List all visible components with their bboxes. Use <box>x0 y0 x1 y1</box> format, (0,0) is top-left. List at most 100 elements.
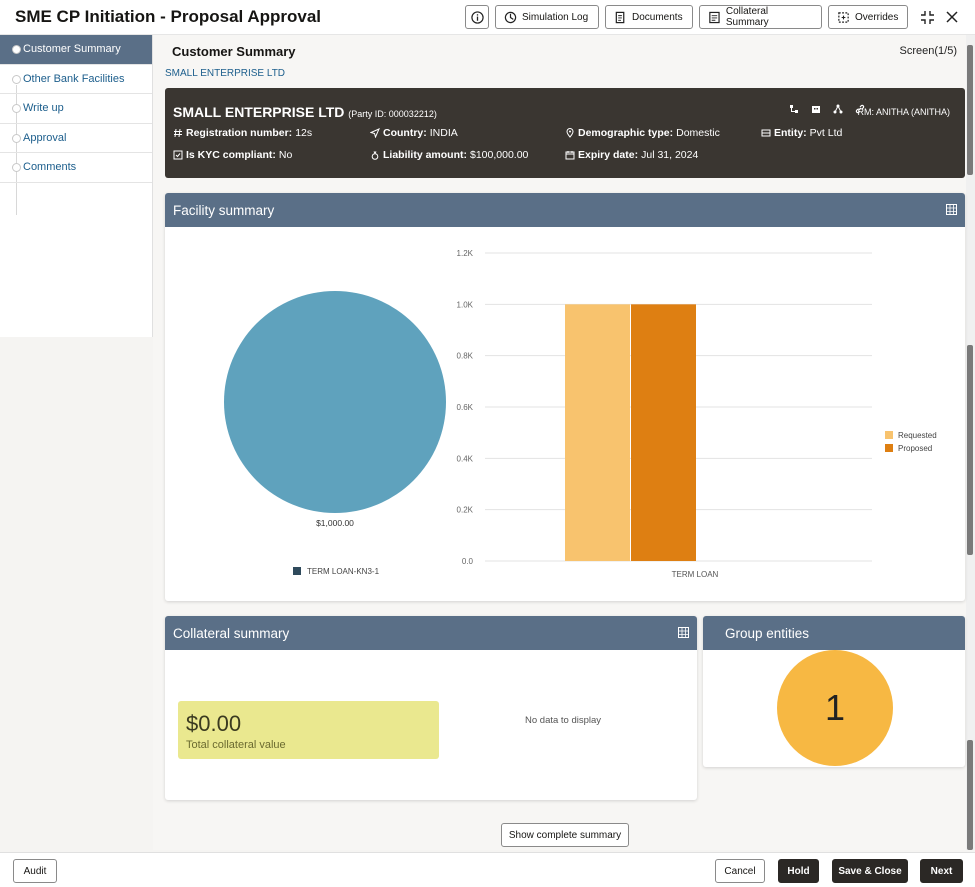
legend-label-requested: Requested <box>898 431 937 440</box>
info-icon <box>470 10 484 24</box>
collateral-icon <box>709 11 720 23</box>
calendar-icon <box>565 151 575 160</box>
expand-icon <box>920 10 934 24</box>
legend-label-proposed: Proposed <box>898 444 932 453</box>
overrides-button[interactable]: Overrides <box>828 5 908 29</box>
page-heading: SME CP Initiation - Proposal Approval <box>15 7 322 26</box>
legend-swatch-requested <box>885 431 893 439</box>
y-tick-label: 0.8K <box>457 352 474 361</box>
sidebar-item-customer-summary[interactable]: Customer Summary <box>0 35 152 65</box>
pie-legend-swatch <box>293 567 301 575</box>
bar-proposed-term-loan[interactable] <box>631 304 696 561</box>
party-name: SMALL ENTERPRISE LTD (Party ID: 00003221… <box>173 104 437 120</box>
country-field: Country: INDIA <box>370 127 458 139</box>
sidebar-item-label: Approval <box>23 131 67 144</box>
expiry-value: Jul 31, 2024 <box>641 149 699 161</box>
info-button[interactable] <box>465 5 489 29</box>
money-bag-icon <box>371 151 379 160</box>
bar-chart-y-ticks: 0.0 0.2K 0.4K 0.6K 0.8K 1.0K 1.2K <box>457 249 474 566</box>
party-actions <box>789 104 865 114</box>
app-header: SME CP Initiation - Proposal Approval Si… <box>0 0 975 35</box>
documents-button[interactable]: Documents <box>605 5 693 29</box>
party-name-text: SMALL ENTERPRISE LTD <box>173 104 345 120</box>
save-close-button[interactable]: Save & Close <box>832 859 908 883</box>
bar-requested-term-loan[interactable] <box>565 304 630 561</box>
table-view-icon[interactable] <box>946 204 957 215</box>
sidebar-item-label: Other Bank Facilities <box>23 72 125 85</box>
liability-field: Liability amount: $100,000.00 <box>370 149 528 161</box>
hierarchy-icon[interactable] <box>789 104 799 114</box>
party-card: SMALL ENTERPRISE LTD (Party ID: 00003221… <box>165 88 965 178</box>
sidebar-timeline <box>16 85 17 215</box>
entity-label: Entity: <box>774 127 807 139</box>
screen-indicator: Screen(1/5) <box>899 45 957 57</box>
step-dot <box>12 74 21 84</box>
documents-label: Documents <box>632 11 683 23</box>
facility-summary-title: Facility summary <box>173 202 275 218</box>
step-dot <box>12 163 21 172</box>
sidebar-item-approval[interactable]: Approval <box>0 124 152 153</box>
collateral-summary-label: Collateral Summary <box>725 6 769 28</box>
hold-button[interactable]: Hold <box>778 859 819 883</box>
entity-value: Pvt Ltd <box>809 127 843 139</box>
page-title: Customer Summary <box>172 44 296 59</box>
expand-button[interactable] <box>917 6 937 28</box>
party-id: (Party ID: 000032212) <box>348 109 437 119</box>
group-entities-title: Group entities <box>725 625 810 641</box>
collateral-summary-header: Collateral summary <box>165 616 697 650</box>
sidebar-item-other-bank-facilities[interactable]: Other Bank Facilities <box>0 65 152 94</box>
collateral-summary-title: Collateral summary <box>173 625 290 641</box>
group-entities-panel: Group entities 1 <box>703 616 965 767</box>
facility-summary-panel: Facility summary $1,000.00 TERM LOAN-KN3… <box>165 193 965 601</box>
entity-icon <box>761 129 771 137</box>
kyc-label: Is KYC compliant: <box>186 149 276 161</box>
simulation-log-button[interactable]: Simulation Log <box>495 5 599 29</box>
scrollbar-thumb[interactable] <box>967 45 973 175</box>
sidebar: Customer Summary Other Bank Facilities W… <box>0 35 153 337</box>
registration-value: 12s <box>295 127 313 139</box>
pie-data-label: $1,000.00 <box>316 518 354 528</box>
expiry-field: Expiry date: Jul 31, 2024 <box>565 149 698 161</box>
sidebar-item-comments[interactable]: Comments <box>0 153 152 183</box>
sidebar-item-label: Comments <box>23 161 77 174</box>
scrollbar-thumb[interactable] <box>967 740 973 850</box>
collateral-summary-panel: Collateral summary $0.00 Total collatera… <box>165 616 697 800</box>
pie-slice-term-loan[interactable] <box>224 291 446 513</box>
building-icon[interactable] <box>811 104 821 114</box>
demographic-value: Domestic <box>676 127 720 139</box>
overrides-label: Overrides <box>855 11 899 23</box>
no-data-message: No data to display <box>525 715 602 726</box>
show-complete-summary-button[interactable]: Show complete summary <box>501 823 629 847</box>
link-icon[interactable] <box>855 104 865 114</box>
breadcrumb[interactable]: SMALL ENTERPRISE LTD <box>165 68 286 79</box>
group-entities-count[interactable]: 1 <box>777 650 893 766</box>
pin-icon <box>566 128 574 138</box>
sidebar-item-label: Customer Summary <box>23 43 121 56</box>
y-tick-label: 0.0 <box>462 557 474 566</box>
total-collateral-label: Total collateral value <box>186 739 286 751</box>
sidebar-item-label: Write up <box>23 102 64 115</box>
demographic-field: Demographic type: Domestic <box>565 127 720 139</box>
sidebar-item-write-up[interactable]: Write up <box>0 94 152 124</box>
scrollbar-thumb[interactable] <box>967 345 973 555</box>
close-button[interactable] <box>942 6 962 28</box>
audit-button[interactable]: Audit <box>13 859 57 883</box>
registration-label: Registration number: <box>186 127 293 139</box>
facility-summary-header: Facility summary <box>165 193 965 227</box>
simulation-log-label: Simulation Log <box>522 11 589 23</box>
table-view-icon[interactable] <box>678 627 689 638</box>
relationship-manager: RM: ANITHA (ANITHA) <box>857 107 950 117</box>
liability-value: $100,000.00 <box>470 149 529 161</box>
y-tick-label: 0.2K <box>457 506 474 515</box>
network-icon[interactable] <box>833 104 843 114</box>
cancel-button[interactable]: Cancel <box>715 859 765 883</box>
entity-field: Entity: Pvt Ltd <box>761 127 842 139</box>
y-tick-label: 1.0K <box>457 300 474 309</box>
next-button[interactable]: Next <box>920 859 963 883</box>
liability-label: Liability amount: <box>383 149 467 161</box>
step-dot <box>12 133 21 143</box>
total-collateral-card: $0.00 Total collateral value <box>178 701 439 759</box>
documents-icon <box>615 11 625 23</box>
facility-charts: $1,000.00 TERM LOAN-KN3-1 0.0 0.2K 0.4K 0.6… <box>224 249 937 579</box>
collateral-summary-button[interactable]: Collateral Summary <box>699 5 822 29</box>
